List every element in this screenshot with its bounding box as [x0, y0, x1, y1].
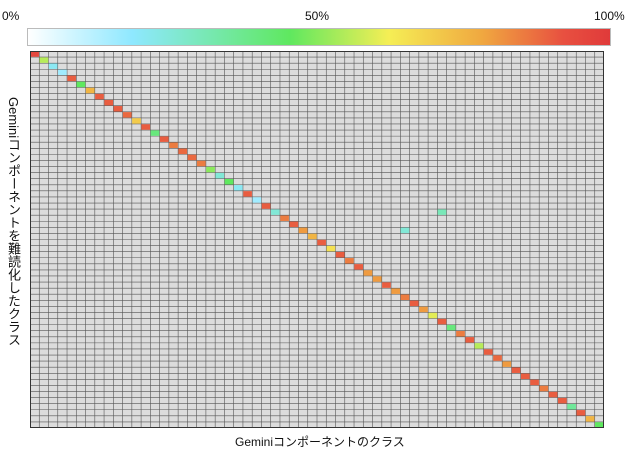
heatmap-cell-diagonal — [95, 93, 104, 100]
scale-label-max: 100% — [594, 9, 625, 23]
heatmap-cell-diagonal — [104, 99, 114, 106]
heatmap-cell-diagonal — [178, 148, 188, 155]
heatmap-cell-diagonal — [465, 337, 475, 343]
heatmap-cell-diagonal — [67, 75, 76, 82]
x-axis-label: Geminiコンポーネントのクラス — [235, 435, 405, 449]
heatmap-cell-diagonal — [539, 385, 549, 392]
heatmap-cell-diagonal — [243, 191, 252, 197]
heatmap-cell-diagonal — [372, 276, 382, 282]
heatmap-cell-diagonal — [483, 349, 493, 355]
heatmap-cell-diagonal — [335, 251, 345, 258]
scale-label-mid: 50% — [305, 9, 330, 23]
heatmap-cell-diagonal — [530, 379, 539, 386]
heatmap-cell-offdiagonal — [437, 209, 447, 215]
heatmap-cell-diagonal — [132, 118, 141, 124]
heatmap-cell-diagonal — [261, 203, 271, 209]
color-scale-bar — [27, 28, 611, 46]
heatmap-cell-diagonal — [576, 410, 586, 416]
heatmap-cell-diagonal — [224, 178, 234, 185]
heatmap-cell-diagonal — [122, 112, 132, 118]
heatmap-cell-diagonal — [141, 124, 151, 130]
heatmap-cell-diagonal — [409, 300, 419, 307]
heatmap-cell-diagonal — [150, 130, 160, 136]
heatmap-cell-diagonal — [159, 136, 169, 142]
heatmap-cell-diagonal — [585, 416, 595, 422]
heatmap-cell-diagonal — [502, 361, 512, 367]
heatmap-cell-diagonal — [474, 343, 484, 349]
heatmap-cell-diagonal — [280, 215, 289, 221]
heatmap-cell-diagonal — [308, 233, 317, 240]
heatmap-cell-diagonal — [595, 422, 604, 428]
heatmap-cell-diagonal — [233, 185, 243, 191]
heatmap-cell-diagonal — [558, 397, 567, 404]
heatmap-cell-diagonal — [511, 367, 521, 373]
heatmap-cell-diagonal — [317, 239, 326, 246]
heatmap-cell-diagonal — [382, 282, 391, 288]
heatmap-cell-diagonal — [48, 63, 58, 69]
heatmap-cell-diagonal — [196, 160, 206, 167]
heatmap-cell-diagonal — [252, 197, 262, 203]
heatmap-cell-diagonal — [39, 57, 49, 63]
matrix-grid — [30, 51, 604, 428]
heatmap-cell-diagonal — [456, 331, 465, 337]
heatmap-cell-diagonal — [391, 288, 401, 294]
heatmap-cell-diagonal — [271, 209, 280, 215]
heatmap-cell-diagonal — [548, 391, 558, 398]
heatmap-cell-diagonal — [567, 403, 576, 410]
heatmap-cell-diagonal — [298, 227, 308, 234]
heatmap-cell-diagonal — [113, 106, 123, 112]
heatmap-cell-diagonal — [345, 258, 354, 264]
heatmap-cell-diagonal — [215, 172, 225, 179]
confusion-matrix — [30, 51, 604, 428]
heatmap-cell-diagonal — [187, 154, 197, 161]
matrix-border — [30, 51, 604, 428]
heatmap-cell-diagonal — [419, 306, 428, 313]
scale-label-min: 0% — [2, 9, 20, 23]
heatmap-cell-diagonal — [289, 221, 299, 228]
heatmap-cell-diagonal — [169, 142, 178, 148]
heatmap-cell-diagonal — [30, 51, 39, 57]
heatmap-cell-diagonal — [85, 87, 95, 94]
heatmap-cell-diagonal — [437, 318, 447, 325]
heatmap-cell-diagonal — [76, 81, 86, 88]
heatmap-cell-diagonal — [58, 69, 67, 76]
heatmap-cell-diagonal — [363, 270, 373, 276]
heatmap-cell-diagonal — [520, 373, 530, 380]
heatmap-cell-diagonal — [446, 324, 456, 331]
heatmap-cell-offdiagonal — [400, 227, 410, 234]
heatmap-cell-diagonal — [400, 294, 410, 301]
heatmap-cell-diagonal — [428, 312, 438, 319]
y-axis-label: Geminiコンポーネントを難読化したクラス — [6, 97, 21, 347]
heatmap-cell-diagonal — [493, 355, 502, 361]
heatmap-cell-diagonal — [326, 245, 336, 252]
heatmap-cell-diagonal — [354, 264, 363, 270]
heatmap-cell-diagonal — [206, 166, 215, 173]
